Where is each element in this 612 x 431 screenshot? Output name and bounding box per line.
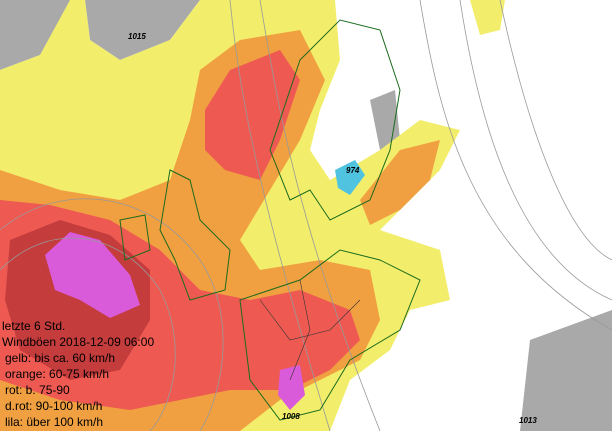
ireland (119, 214, 151, 261)
legend-period: letzte 6 Std. (2, 319, 65, 333)
isobar-label: 1013 (519, 416, 537, 425)
isobar (499, 0, 612, 261)
gust-violet (278, 365, 305, 410)
isobar-label: 974 (346, 166, 360, 175)
isobar (459, 0, 612, 301)
gust-violet (45, 232, 140, 318)
isobar-label: 1008 (282, 412, 300, 421)
isobar-label: 1015 (128, 32, 146, 41)
isobar (0, 198, 224, 431)
gust-yellow (470, 0, 505, 35)
gust-orange (360, 140, 440, 225)
isobar (0, 237, 176, 431)
gust-red (205, 50, 300, 180)
legend-entry: rot: b. 75-90 (5, 383, 70, 397)
terrain-se (520, 310, 612, 431)
isobar (229, 0, 331, 431)
iceland-area (85, 0, 200, 60)
legend-entry: gelb: bis ca. 60 km/h (5, 351, 115, 365)
lakes (335, 160, 365, 195)
legend-entry: orange: 60-75 km/h (5, 367, 109, 381)
legend-title: Windböen 2018-12-09 06:00 (2, 335, 154, 349)
borders (259, 279, 361, 381)
scandinavia (269, 19, 401, 221)
legend-entry: d.rot: 90-100 km/h (5, 399, 102, 413)
greenland (0, 0, 70, 70)
britain (159, 169, 231, 301)
isobar (419, 0, 612, 331)
isobar (259, 0, 381, 431)
legend-entry: lila: über 100 km/h (5, 415, 103, 429)
central-europe (239, 249, 421, 421)
